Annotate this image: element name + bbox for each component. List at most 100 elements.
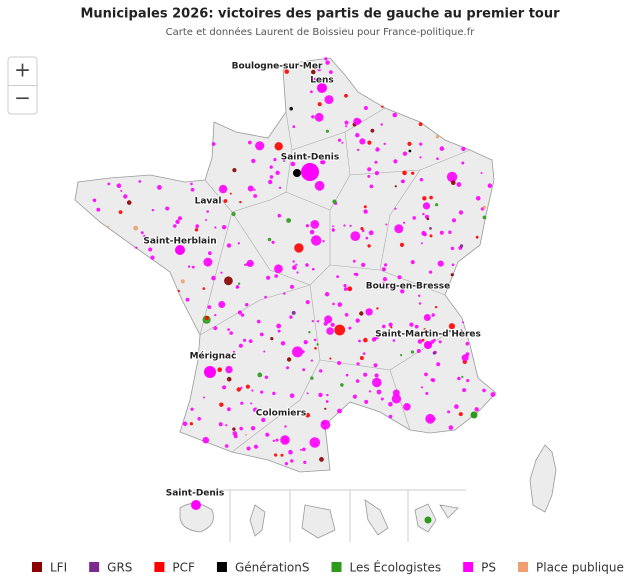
result-dot xyxy=(419,142,423,146)
result-dot xyxy=(187,265,191,268)
result-dot xyxy=(385,223,388,226)
result-dot xyxy=(303,460,307,464)
result-dot xyxy=(221,225,227,230)
result-dot xyxy=(422,212,425,216)
result-dot xyxy=(185,297,190,302)
result-dot xyxy=(426,217,430,221)
result-dot xyxy=(320,419,331,430)
result-dot xyxy=(208,251,212,256)
result-dot xyxy=(421,230,426,236)
result-dot xyxy=(403,221,406,224)
result-dot xyxy=(454,404,459,409)
result-dot xyxy=(239,426,243,431)
result-dot xyxy=(429,227,432,230)
result-dot xyxy=(344,93,348,98)
result-dot xyxy=(316,320,320,323)
result-dot xyxy=(475,196,481,201)
result-dot xyxy=(428,417,432,421)
result-dot xyxy=(309,229,315,235)
result-dot xyxy=(402,170,407,176)
result-dot xyxy=(292,346,303,358)
result-dot xyxy=(260,390,264,394)
result-dot xyxy=(482,388,486,393)
result-dot xyxy=(383,142,386,146)
result-dot xyxy=(240,313,245,317)
title: Municipales 2026: victoires des partis d… xyxy=(80,7,560,22)
result-dot xyxy=(374,160,378,164)
result-dot xyxy=(425,392,429,395)
result-dot xyxy=(391,394,402,404)
result-dot xyxy=(457,376,461,381)
result-dot xyxy=(317,102,322,107)
result-dot xyxy=(282,158,286,162)
result-dot xyxy=(362,352,366,355)
result-dot xyxy=(367,244,371,248)
result-dot xyxy=(317,83,327,93)
result-dot xyxy=(222,385,227,390)
result-dot xyxy=(284,69,290,74)
result-dot xyxy=(363,337,368,343)
legend-swatch xyxy=(154,562,165,572)
result-dot xyxy=(461,354,469,362)
result-dot xyxy=(412,216,417,220)
result-dot xyxy=(283,292,286,295)
result-dot xyxy=(148,247,153,252)
result-dot xyxy=(326,393,329,397)
result-dot xyxy=(272,391,276,396)
result-dot xyxy=(314,347,317,350)
result-dot xyxy=(458,412,463,417)
result-dot xyxy=(224,276,233,286)
result-dot xyxy=(214,226,217,229)
result-dot xyxy=(330,322,335,327)
result-dot xyxy=(439,146,445,151)
result-dot xyxy=(140,231,144,235)
result-dot xyxy=(448,230,452,234)
result-dot xyxy=(424,372,428,377)
result-dot xyxy=(269,175,274,179)
result-dot xyxy=(399,242,405,247)
result-dot xyxy=(247,185,254,192)
result-dot xyxy=(324,57,328,61)
result-dot xyxy=(270,337,274,341)
result-dot xyxy=(197,417,201,421)
result-dot xyxy=(248,140,252,145)
result-dot xyxy=(284,425,287,428)
result-dot xyxy=(424,341,432,349)
city-label: Saint-Herblain xyxy=(143,237,216,247)
zoom-out[interactable]: − xyxy=(14,86,31,110)
result-dot xyxy=(305,155,310,160)
result-dot xyxy=(345,125,348,128)
result-dot xyxy=(237,282,241,285)
result-dot xyxy=(368,230,374,236)
result-dot xyxy=(165,206,170,211)
result-dot xyxy=(359,356,364,360)
result-dot xyxy=(175,219,180,224)
result-dot xyxy=(253,188,256,191)
result-dot xyxy=(423,328,426,331)
result-dot xyxy=(438,340,442,344)
result-dot xyxy=(157,185,162,190)
result-dot xyxy=(229,331,233,335)
result-dot xyxy=(253,444,259,449)
legend-label: Place publique xyxy=(536,561,624,575)
result-dot xyxy=(290,161,296,167)
result-dot xyxy=(220,271,223,274)
result-dot xyxy=(238,343,243,348)
result-dot xyxy=(462,388,467,393)
result-dot xyxy=(286,357,292,362)
zoom-in[interactable]: + xyxy=(14,58,31,82)
result-dot xyxy=(294,243,304,253)
result-dot xyxy=(245,433,247,436)
result-dot xyxy=(243,338,247,342)
result-dot xyxy=(487,183,493,188)
result-dot xyxy=(217,367,222,373)
result-dot xyxy=(387,286,390,289)
result-dot xyxy=(451,180,456,185)
result-dot xyxy=(436,362,441,367)
result-dot xyxy=(278,186,282,189)
result-dot xyxy=(274,453,278,457)
result-dot xyxy=(418,122,423,127)
result-dot xyxy=(352,394,357,399)
result-dot xyxy=(263,350,266,353)
result-dot xyxy=(367,167,372,172)
